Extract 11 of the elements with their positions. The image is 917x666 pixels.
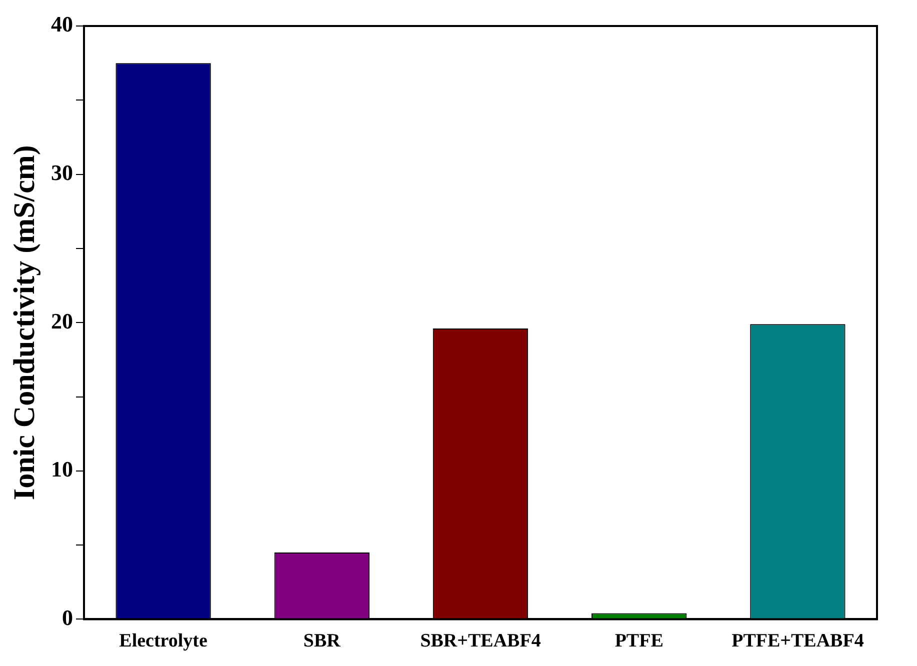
y-tick-label: 40 <box>51 12 73 37</box>
x-tick-label: SBR+TEABF4 <box>420 630 542 652</box>
y-tick-label: 10 <box>51 456 73 482</box>
y-tick-label: 0 <box>62 604 73 630</box>
x-tick-label: Electrolyte <box>119 630 208 652</box>
x-tick-label: PTFE <box>614 630 664 652</box>
x-tick-label: SBR <box>303 630 341 652</box>
y-tick-label: 20 <box>51 308 73 334</box>
x-tick-label: PTFE+TEABF4 <box>732 630 864 652</box>
y-axis-title: Ionic Conductivity (mS/cm) <box>8 145 41 500</box>
y-tick-label: 30 <box>51 160 73 185</box>
